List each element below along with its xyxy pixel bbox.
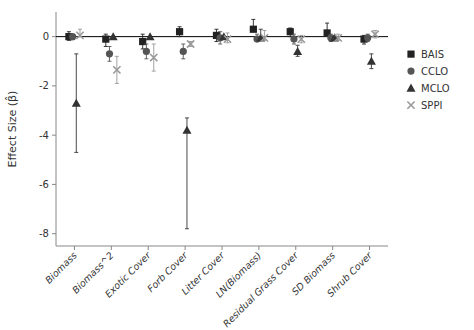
y-tick [52, 184, 56, 185]
x-tick [222, 246, 223, 250]
point [150, 54, 157, 61]
point [69, 33, 76, 40]
legend-label: CCLO [421, 66, 448, 77]
point [364, 34, 371, 41]
legend-label: MCLO [421, 83, 450, 94]
y-tick-label: -4 [39, 130, 49, 141]
y-tick-label: -8 [39, 228, 49, 239]
chart-container: 0-2-4-6-8Effect Size (β̂)BiomassBiomass^… [0, 0, 474, 330]
series-3 [76, 29, 378, 83]
legend-label: SPPI [421, 100, 442, 111]
x-tick [258, 246, 259, 250]
x-tick [74, 246, 75, 250]
point [176, 28, 183, 35]
legend-marker [407, 102, 414, 109]
x-tick [369, 246, 370, 250]
series-0 [65, 19, 367, 49]
point [224, 35, 231, 42]
y-tick-label: 0 [43, 31, 49, 42]
x-tick [332, 246, 333, 250]
series-2 [72, 29, 376, 229]
point [143, 48, 150, 55]
series-1 [69, 32, 371, 62]
point [106, 50, 113, 57]
y-tick [52, 233, 56, 234]
error-bar [185, 118, 189, 229]
y-axis-label: Effect Size (β̂) [5, 91, 19, 168]
marks [65, 19, 378, 228]
y-tick [52, 85, 56, 86]
point [187, 40, 194, 47]
y-tick [52, 36, 56, 37]
x-tick [295, 246, 296, 250]
y-tick-label: -6 [39, 179, 49, 190]
x-tick [185, 246, 186, 250]
point [102, 35, 109, 42]
legend: BAIS CCLO MCLO SPPI [407, 49, 450, 111]
point [76, 32, 83, 39]
x-tick-label: Biomass [43, 250, 79, 286]
point [298, 35, 305, 42]
point [182, 126, 191, 134]
x-tick-label: Shrub Cover [325, 249, 375, 299]
legend-label: BAIS [421, 49, 444, 60]
x-tick-label: Exotic Cover [103, 249, 154, 300]
y-tick-label: -2 [39, 80, 49, 91]
point [371, 31, 378, 38]
x-tick [111, 246, 112, 250]
point [290, 35, 297, 42]
point [261, 34, 268, 41]
point [146, 32, 155, 40]
point [109, 32, 118, 40]
legend-marker [407, 84, 416, 92]
y-axis-line [56, 12, 57, 246]
y-tick [52, 135, 56, 136]
point [335, 34, 342, 41]
point [367, 57, 376, 65]
point [293, 47, 302, 55]
point [72, 99, 81, 107]
chart: 0-2-4-6-8Effect Size (β̂)BiomassBiomass^… [0, 0, 474, 330]
x-tick [148, 246, 149, 250]
point [180, 48, 187, 55]
legend-marker [407, 68, 414, 75]
point [250, 26, 257, 33]
legend-marker [407, 51, 414, 58]
point [113, 66, 120, 73]
